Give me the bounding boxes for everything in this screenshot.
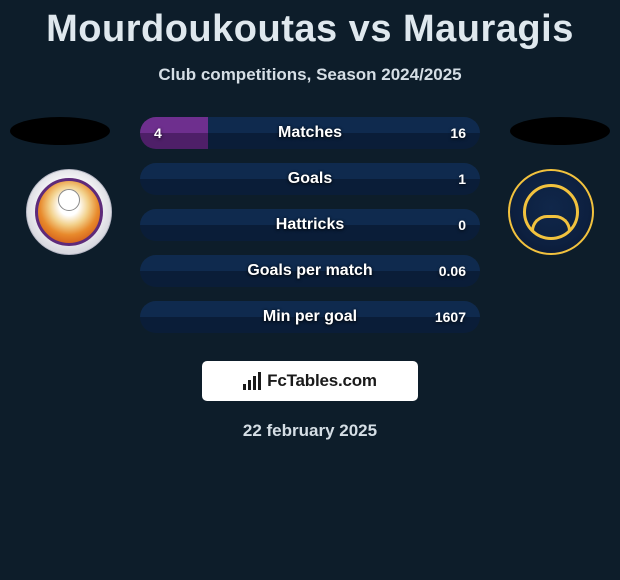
player-shadow-left [10,117,110,145]
stat-bar-right-value: 16 [450,125,466,141]
player-shadow-right [510,117,610,145]
club-logo-right [508,169,594,255]
bar-chart-icon [243,372,261,390]
stat-bar-right-value: 1 [458,171,466,187]
branding-text: FcTables.com [267,371,377,391]
stat-bar: Matches 4 16 [140,117,480,149]
snapshot-date: 22 february 2025 [0,421,620,441]
stat-bar-label: Goals per match [247,262,372,280]
stat-bar-label: Min per goal [263,308,357,326]
stat-bar-right-fill [208,117,480,149]
perth-glory-crest-icon [35,178,103,246]
stat-bar: Min per goal 1607 [140,301,480,333]
stat-bar-right-value: 0.06 [439,263,466,279]
club-logo-left [26,169,112,255]
stat-bar: Goals 1 [140,163,480,195]
stat-bar-label: Goals [288,170,332,188]
stat-bar-right-value: 0 [458,217,466,233]
comparison-panel: Matches 4 16 Goals 1 Hattricks 0 Goals per matc… [0,117,620,333]
stat-bar-left-fill [140,117,208,149]
stat-bars: Matches 4 16 Goals 1 Hattricks 0 Goals per matc… [140,117,480,333]
subtitle: Club competitions, Season 2024/2025 [0,65,620,85]
page-title: Mourdoukoutas vs Mauragis [0,0,620,51]
stat-bar-label: Matches [278,124,342,142]
branding-badge: FcTables.com [202,361,418,401]
stat-bar-right-value: 1607 [435,309,466,325]
stat-bar: Hattricks 0 [140,209,480,241]
stat-bar: Goals per match 0.06 [140,255,480,287]
stat-bar-label: Hattricks [276,216,344,234]
central-coast-mariners-crest-icon [523,184,579,240]
stat-bar-left-value: 4 [154,125,162,141]
